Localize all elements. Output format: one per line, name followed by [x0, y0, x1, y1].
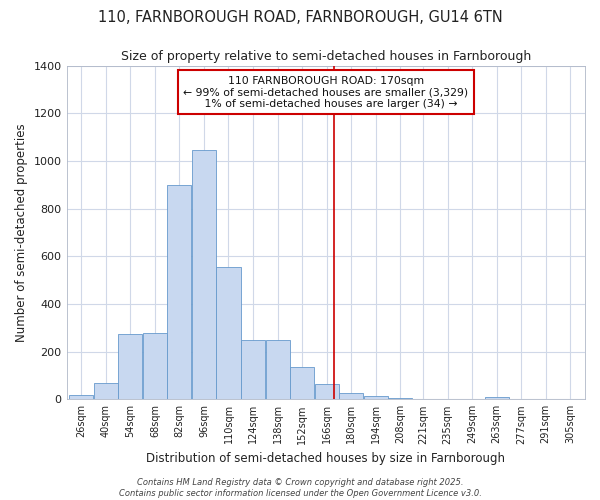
Bar — [167, 185, 191, 400]
Bar — [485, 398, 509, 400]
Bar — [339, 394, 363, 400]
Bar — [118, 334, 142, 400]
Bar — [266, 340, 290, 400]
Bar — [192, 150, 216, 400]
Bar — [388, 398, 412, 400]
Text: 110, FARNBOROUGH ROAD, FARNBOROUGH, GU14 6TN: 110, FARNBOROUGH ROAD, FARNBOROUGH, GU14… — [98, 10, 502, 25]
Bar — [69, 394, 93, 400]
Bar — [314, 384, 338, 400]
Title: Size of property relative to semi-detached houses in Farnborough: Size of property relative to semi-detach… — [121, 50, 531, 63]
Y-axis label: Number of semi-detached properties: Number of semi-detached properties — [15, 123, 28, 342]
Bar — [364, 396, 388, 400]
Text: 110 FARNBOROUGH ROAD: 170sqm
← 99% of semi-detached houses are smaller (3,329)
 : 110 FARNBOROUGH ROAD: 170sqm ← 99% of se… — [183, 76, 469, 109]
Bar — [290, 367, 314, 400]
Bar — [241, 340, 265, 400]
Bar — [94, 382, 118, 400]
Text: Contains HM Land Registry data © Crown copyright and database right 2025.
Contai: Contains HM Land Registry data © Crown c… — [119, 478, 481, 498]
Bar — [217, 267, 241, 400]
X-axis label: Distribution of semi-detached houses by size in Farnborough: Distribution of semi-detached houses by … — [146, 452, 505, 465]
Bar — [143, 332, 167, 400]
